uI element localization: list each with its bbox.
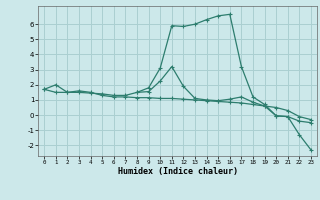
X-axis label: Humidex (Indice chaleur): Humidex (Indice chaleur) — [118, 167, 238, 176]
